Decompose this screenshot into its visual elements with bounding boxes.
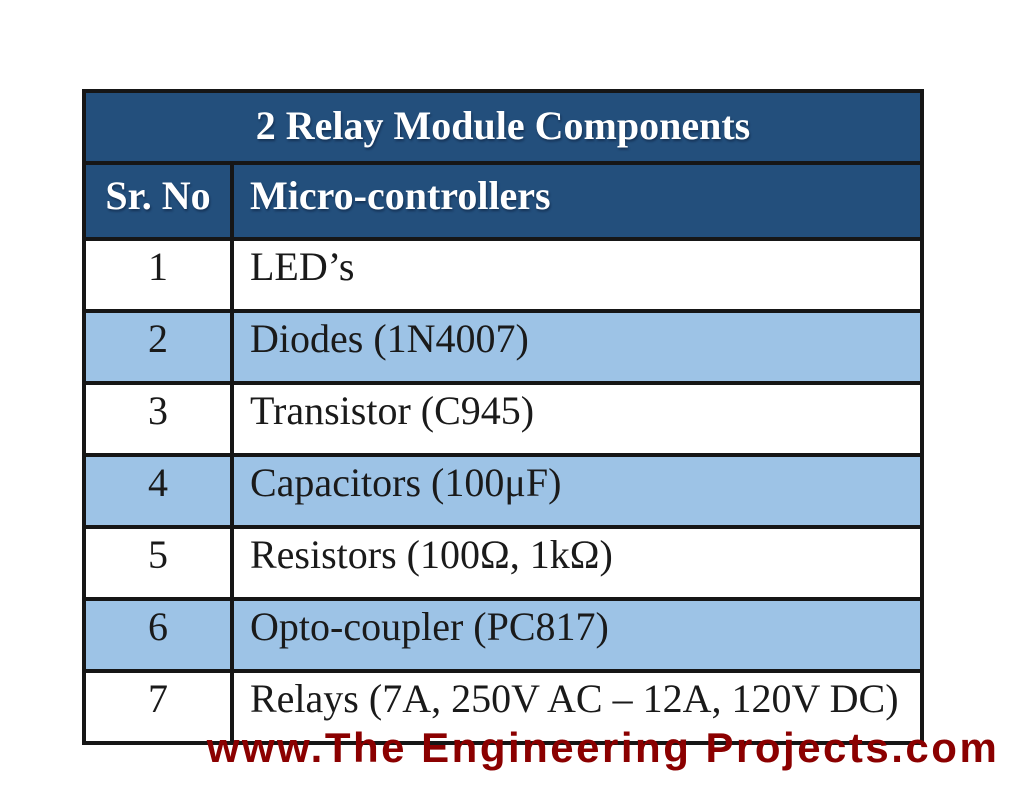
table-row: 5 Resistors (100Ω, 1kΩ): [82, 525, 925, 601]
table-row: 4 Capacitors (100μF): [82, 453, 925, 529]
sr-no-cell: 4: [82, 453, 234, 529]
component-cell: Resistors (100Ω, 1kΩ): [229, 525, 925, 601]
component-cell: Diodes (1N4007): [229, 309, 925, 385]
watermark-text: www.The Engineering Projects.com: [206, 724, 1000, 771]
table-row: 2 Diodes (1N4007): [82, 309, 925, 385]
table-title: 2 Relay Module Components: [81, 89, 925, 165]
component-cell: LED’s: [229, 237, 925, 313]
sr-no-cell: 5: [82, 525, 234, 601]
table-row: 3 Transistor (C945): [82, 381, 925, 457]
sr-no-cell: 1: [82, 237, 234, 313]
table-row: 7 Relays (7A, 250V AC – 12A, 120V DC): [82, 669, 925, 745]
sr-no-cell: 2: [82, 309, 234, 385]
component-cell: Opto-coupler (PC817): [229, 597, 925, 673]
components-table: 2 Relay Module Components Sr. No Micro-c…: [81, 89, 925, 745]
table-title-row: 2 Relay Module Components: [81, 89, 925, 165]
sr-no-cell: 6: [82, 597, 234, 673]
column-header-sr-no: Sr. No: [82, 161, 234, 241]
component-cell: Capacitors (100μF): [229, 453, 925, 529]
table-row: 6 Opto-coupler (PC817): [82, 597, 925, 673]
sr-no-cell: 3: [82, 381, 234, 457]
component-cell: Relays (7A, 250V AC – 12A, 120V DC): [229, 669, 925, 745]
sr-no-cell: 7: [82, 669, 234, 745]
column-header-micro-controllers: Micro-controllers: [229, 161, 925, 241]
component-cell: Transistor (C945): [229, 381, 925, 457]
table-row: 1 LED’s: [82, 237, 925, 313]
table-header-row: Sr. No Micro-controllers: [82, 161, 925, 241]
